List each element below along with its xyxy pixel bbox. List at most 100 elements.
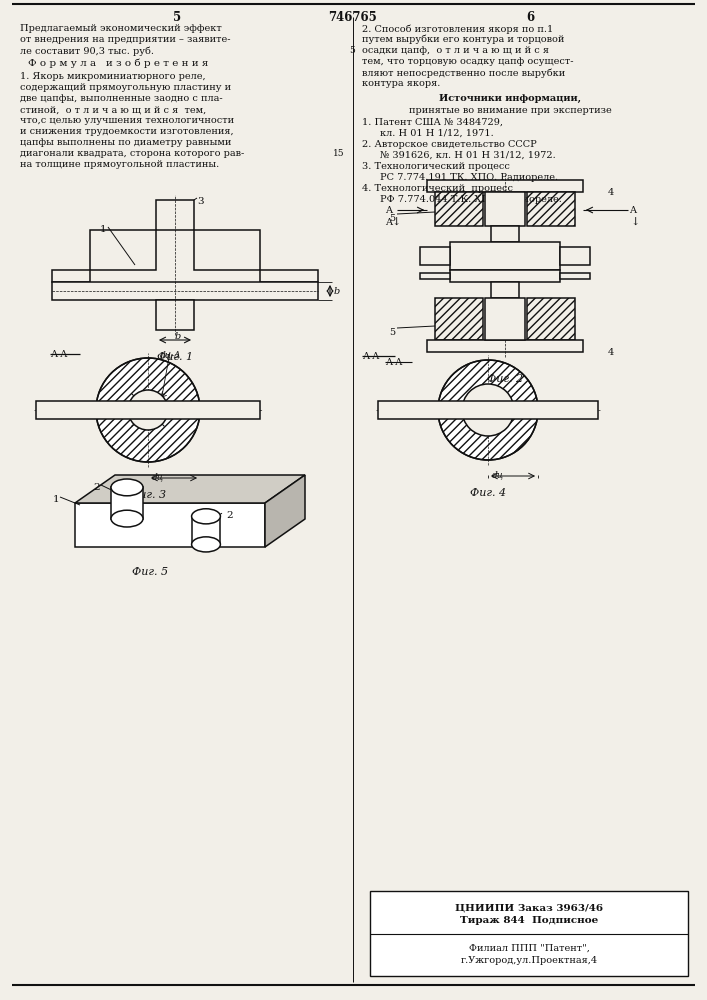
Text: цапфы выполнены по диаметру равными: цапфы выполнены по диаметру равными [20,138,231,147]
Text: 5: 5 [173,11,181,24]
Polygon shape [75,503,265,547]
Text: РС 7.774.191 ТК. ХПО. Радиореле.: РС 7.774.191 ТК. ХПО. Радиореле. [380,173,558,182]
Bar [260,270,318,282]
Text: Ф о р м у л а   и з о б р е т е н и я: Ф о р м у л а и з о б р е т е н и я [28,58,209,68]
Bar [435,298,483,340]
Ellipse shape [111,479,143,496]
Text: dц-Δ: dц-Δ [160,350,182,359]
Text: dц: dц [152,472,164,481]
Bar [52,270,90,282]
Bar [427,180,583,192]
Text: РФ 7.774.044 Т.К. ХПО. Радиореле.: РФ 7.774.044 Т.К. ХПО. Радиореле. [380,195,562,204]
Bar [420,273,450,279]
Text: на толщине прямоугольной пластины.: на толщине прямоугольной пластины. [20,160,219,169]
Text: 5: 5 [389,328,395,337]
Text: 1. Якорь микроминиатюрного реле,: 1. Якорь микроминиатюрного реле, [20,72,206,81]
Text: тем, что торцовую осадку цапф осущест-: тем, что торцовую осадку цапф осущест- [362,57,573,66]
Ellipse shape [192,537,221,552]
Text: 5: 5 [349,46,355,55]
Bar [527,298,575,340]
Text: ле составит 90,3 тыс. руб.: ле составит 90,3 тыс. руб. [20,46,154,55]
Text: Фиг. 5: Фиг. 5 [132,567,168,577]
Text: и снижения трудоемкости изготовления,: и снижения трудоемкости изготовления, [20,127,233,136]
Text: 3. Технологический процесс: 3. Технологический процесс [362,162,510,171]
Text: путем вырубки его контура и торцовой: путем вырубки его контура и торцовой [362,35,564,44]
Bar [491,226,519,242]
Bar [485,192,525,226]
Text: 4: 4 [608,188,614,197]
Polygon shape [192,516,221,544]
Ellipse shape [438,360,538,460]
Text: 2: 2 [226,511,233,520]
Bar [560,273,590,279]
Ellipse shape [96,358,200,462]
Text: Фиг. 4: Фиг. 4 [470,488,506,498]
Text: 5: 5 [389,214,395,223]
Bar [420,247,450,265]
Bar [450,242,560,270]
Bar [36,401,260,419]
Text: вляют непосредственно после вырубки: вляют непосредственно после вырубки [362,68,566,78]
Text: A-A: A-A [50,350,67,359]
Polygon shape [265,475,305,547]
Ellipse shape [111,510,143,527]
Bar [527,192,575,226]
Text: A-A: A-A [362,352,379,361]
Polygon shape [111,487,143,519]
Text: ЦНИИПИ Заказ 3963/46: ЦНИИПИ Заказ 3963/46 [455,903,603,912]
Text: b: b [175,332,181,341]
Bar [560,247,590,265]
Text: Филиал ППП "Патент",: Филиал ППП "Патент", [469,944,590,953]
Text: A: A [385,218,392,227]
Text: стиной,  о т л и ч а ю щ и й с я  тем,: стиной, о т л и ч а ю щ и й с я тем, [20,105,206,114]
Text: b: b [334,287,340,296]
Text: 1. Патент США № 3484729,: 1. Патент США № 3484729, [362,118,503,127]
Bar [156,200,194,230]
Bar [485,298,525,340]
Text: что,с целью улучшения технологичности: что,с целью улучшения технологичности [20,116,234,125]
Text: dц: dц [492,470,504,479]
Bar [370,891,688,976]
Text: контура якоря.: контура якоря. [362,79,440,88]
Text: A: A [385,206,392,215]
Ellipse shape [462,384,514,436]
Text: Источники информации,: Источники информации, [439,94,581,103]
Text: 1: 1 [100,225,107,234]
Text: содержащий прямоугольную пластину и: содержащий прямоугольную пластину и [20,83,231,92]
Text: принятые во внимание при экспертизе: принятые во внимание при экспертизе [409,106,612,115]
Text: диагонали квадрата, сторона которого рав-: диагонали квадрата, сторона которого рав… [20,149,244,158]
Bar [491,282,519,298]
Text: 2. Авторское свидетельство СССР: 2. Авторское свидетельство СССР [362,140,537,149]
Text: 6: 6 [526,11,534,24]
Bar [427,340,583,352]
Text: от внедрения на предприятии – заявите-: от внедрения на предприятии – заявите- [20,35,230,44]
Bar [90,230,156,270]
Text: 4: 4 [608,348,614,357]
Text: осадки цапф,  о т л и ч а ю щ и й с я: осадки цапф, о т л и ч а ю щ и й с я [362,46,549,55]
Text: 2: 2 [93,483,100,492]
Bar [194,230,260,270]
Text: A-A: A-A [385,358,402,367]
Text: Фиг. 2: Фиг. 2 [487,374,523,384]
Text: г.Ужгород,ул.Проектная,4: г.Ужгород,ул.Проектная,4 [460,956,597,965]
Text: две цапфы, выполненные заодно с пла-: две цапфы, выполненные заодно с пла- [20,94,223,103]
Bar [378,401,598,419]
Text: ↓: ↓ [392,218,402,228]
Text: 4. Технологический  процесс: 4. Технологический процесс [362,184,513,193]
Text: кл. H 01 H 1/12, 1971.: кл. H 01 H 1/12, 1971. [380,129,493,138]
Bar [435,192,483,226]
Bar [450,270,560,282]
Text: A: A [629,206,636,215]
Text: 3: 3 [197,197,204,206]
Text: 746765: 746765 [329,11,378,24]
Text: ↓: ↓ [631,218,641,228]
Ellipse shape [192,509,221,524]
Text: 1: 1 [53,495,59,504]
Text: Тираж 844  Подписное: Тираж 844 Подписное [460,916,598,925]
Text: Фиг. 3: Фиг. 3 [130,490,166,500]
Text: Предлагаемый экономический эффект: Предлагаемый экономический эффект [20,24,222,33]
Text: № 391626, кл. H 01 H 31/12, 1972.: № 391626, кл. H 01 H 31/12, 1972. [380,151,556,160]
Polygon shape [75,475,305,503]
Bar [156,300,194,330]
Ellipse shape [128,390,168,430]
